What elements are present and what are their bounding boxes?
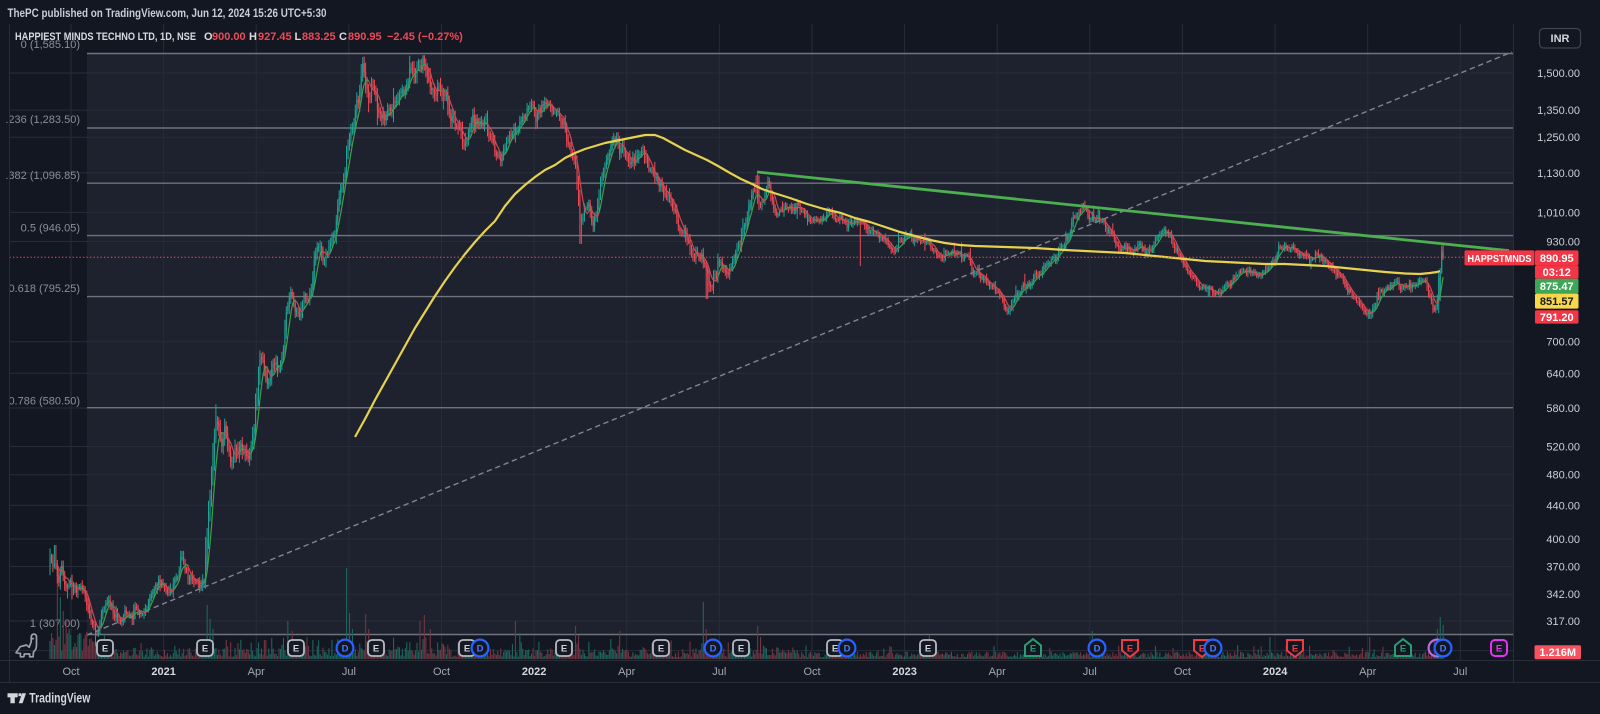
svg-text:E: E — [738, 644, 744, 655]
svg-text:Oct: Oct — [1174, 666, 1191, 678]
svg-text:927.45: 927.45 — [258, 31, 292, 43]
svg-text:L: L — [295, 31, 302, 43]
svg-text:D: D — [1094, 644, 1101, 655]
svg-text:Jul: Jul — [1453, 666, 1467, 678]
svg-text:0.786 (580.50): 0.786 (580.50) — [8, 396, 80, 408]
svg-text:0.5 (946.05): 0.5 (946.05) — [21, 223, 80, 235]
svg-text:480.00: 480.00 — [1546, 470, 1580, 482]
svg-text:Apr: Apr — [248, 666, 265, 678]
svg-text:580.00: 580.00 — [1546, 403, 1580, 415]
svg-text:E: E — [1127, 644, 1133, 655]
svg-text:1,010.00: 1,010.00 — [1537, 207, 1580, 219]
svg-text:D: D — [844, 644, 851, 655]
svg-text:1,130.00: 1,130.00 — [1537, 168, 1580, 180]
svg-text:1.216M: 1.216M — [1539, 647, 1576, 659]
svg-text:ThePC published on TradingView: ThePC published on TradingView.com, Jun … — [8, 8, 327, 20]
svg-text:−2.45 (−0.27%): −2.45 (−0.27%) — [387, 31, 463, 43]
svg-text:Apr: Apr — [989, 666, 1006, 678]
svg-text:E: E — [561, 644, 567, 655]
svg-text:520.00: 520.00 — [1546, 442, 1580, 454]
svg-text:2024: 2024 — [1263, 666, 1288, 678]
svg-text:1 (307.00): 1 (307.00) — [30, 618, 80, 630]
svg-text:851.57: 851.57 — [1540, 296, 1574, 308]
svg-text:E: E — [658, 644, 664, 655]
svg-text:317.00: 317.00 — [1546, 616, 1580, 628]
svg-text:D: D — [1440, 644, 1447, 655]
svg-text:HAPPIEST MINDS TECHNO LTD, 1D,: HAPPIEST MINDS TECHNO LTD, 1D, NSE — [15, 31, 196, 43]
svg-text:370.00: 370.00 — [1546, 562, 1580, 574]
svg-text:791.20: 791.20 — [1540, 312, 1574, 324]
svg-text:890.95: 890.95 — [1540, 253, 1574, 265]
svg-text:890.95: 890.95 — [348, 31, 382, 43]
svg-text:0 (1,585.10): 0 (1,585.10) — [21, 39, 80, 51]
svg-text:Apr: Apr — [1359, 666, 1376, 678]
svg-text:Jul: Jul — [712, 666, 726, 678]
svg-text:875.47: 875.47 — [1540, 281, 1574, 293]
svg-text:400.00: 400.00 — [1546, 534, 1580, 546]
svg-text:2022: 2022 — [522, 666, 546, 678]
svg-text:E: E — [1496, 644, 1502, 655]
svg-text:640.00: 640.00 — [1546, 368, 1580, 380]
svg-text:D: D — [1210, 644, 1217, 655]
svg-text:930.00: 930.00 — [1546, 237, 1580, 249]
svg-text:883.25: 883.25 — [302, 31, 336, 43]
svg-text:2023: 2023 — [892, 666, 916, 678]
svg-text:Oct: Oct — [62, 666, 79, 678]
svg-text:E: E — [1030, 644, 1036, 655]
svg-text:E: E — [925, 644, 931, 655]
svg-text:Jul: Jul — [1083, 666, 1097, 678]
svg-text:E: E — [293, 644, 299, 655]
svg-text:E: E — [102, 644, 108, 655]
svg-text:E: E — [464, 644, 470, 655]
svg-text:900.00: 900.00 — [212, 31, 246, 43]
svg-text:1,350.00: 1,350.00 — [1537, 105, 1580, 117]
svg-text:03:12: 03:12 — [1543, 267, 1571, 279]
svg-text:.236 (1,283.50): .236 (1,283.50) — [5, 114, 80, 126]
svg-text:440.00: 440.00 — [1546, 500, 1580, 512]
svg-text:Oct: Oct — [803, 666, 820, 678]
svg-text:E: E — [1199, 644, 1205, 655]
svg-text:O: O — [204, 31, 213, 43]
svg-text:0.618 (795.25): 0.618 (795.25) — [8, 283, 80, 295]
svg-text:TradingView: TradingView — [29, 691, 90, 706]
svg-text:D: D — [477, 644, 484, 655]
svg-text:E: E — [832, 644, 838, 655]
svg-text:E: E — [1400, 644, 1406, 655]
svg-text:E: E — [373, 644, 379, 655]
svg-text:H: H — [249, 31, 257, 43]
svg-text:1,250.00: 1,250.00 — [1537, 132, 1580, 144]
svg-text:D: D — [710, 644, 717, 655]
svg-text:Apr: Apr — [618, 666, 635, 678]
svg-text:INR: INR — [1551, 33, 1570, 45]
svg-text:.382 (1,096.85): .382 (1,096.85) — [5, 170, 80, 182]
svg-text:HAPPSTMNDS: HAPPSTMNDS — [1468, 253, 1532, 265]
svg-text:700.00: 700.00 — [1546, 337, 1580, 349]
svg-text:1,500.00: 1,500.00 — [1537, 68, 1580, 80]
svg-text:342.00: 342.00 — [1546, 589, 1580, 601]
svg-text:E: E — [1292, 644, 1298, 655]
svg-text:E: E — [202, 644, 208, 655]
svg-text:D: D — [342, 644, 349, 655]
svg-text:C: C — [339, 31, 347, 43]
svg-text:Jul: Jul — [342, 666, 356, 678]
svg-text:2021: 2021 — [151, 666, 175, 678]
svg-text:Oct: Oct — [433, 666, 450, 678]
